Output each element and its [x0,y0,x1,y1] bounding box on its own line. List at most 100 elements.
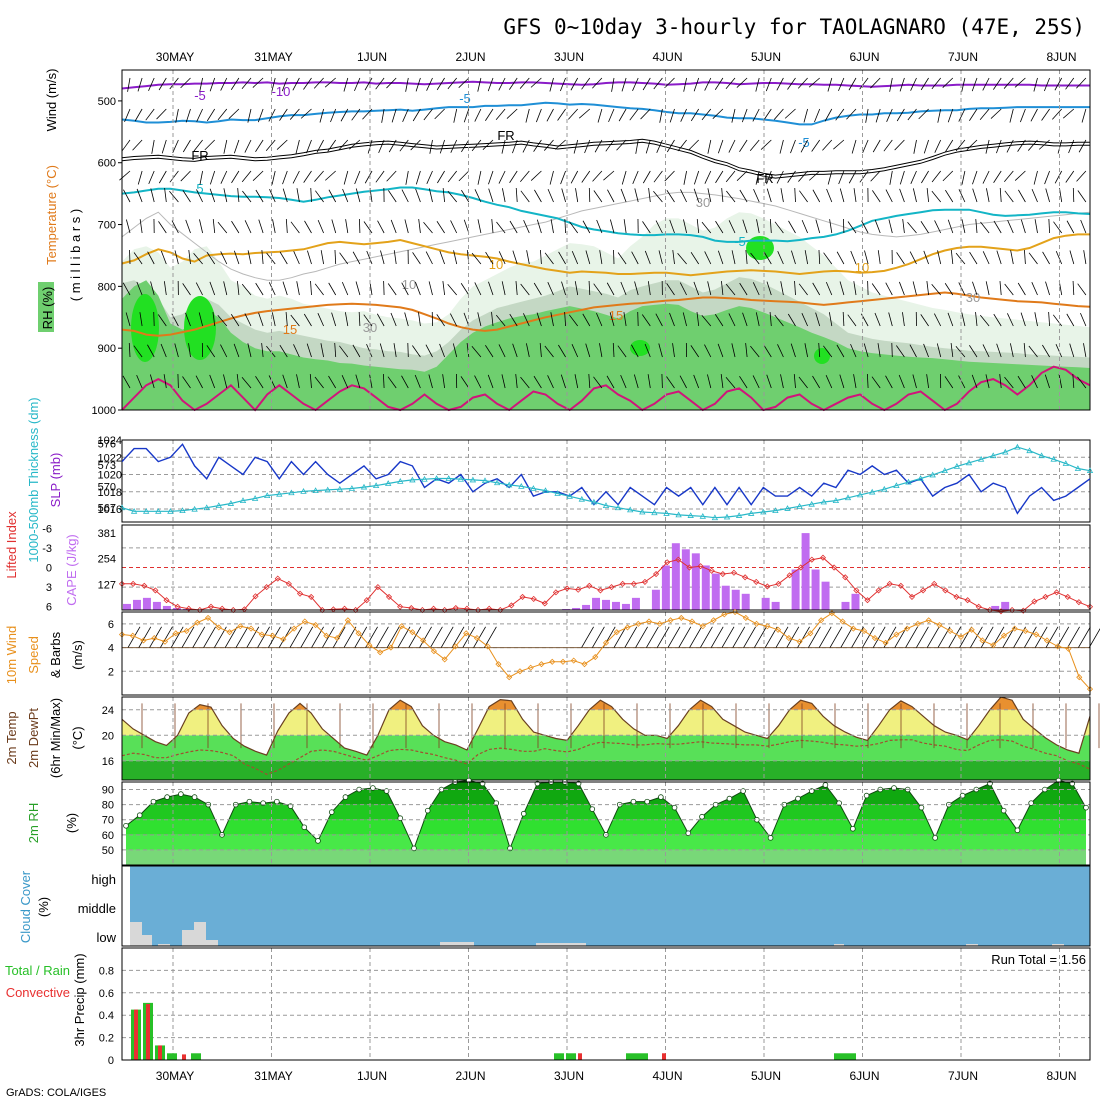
cape-bar [991,605,1000,610]
wind-barb [937,108,942,123]
wind-barb [894,139,905,151]
wind-barb [330,108,337,123]
wind-barb [233,139,240,154]
wind-barb [732,626,746,648]
wind-barb [961,219,966,234]
wind-barb [241,377,252,389]
wind-barb [428,281,433,296]
wind-barb [554,139,566,150]
cloud-low-bar [182,930,194,946]
wind-barb [339,345,349,358]
wind-barb [491,219,494,234]
wind-barb [786,626,800,648]
wind-barb [982,344,990,358]
wind-barb [560,170,566,185]
thickness-marker [288,489,295,496]
date-label-top: 7JUN [948,50,978,64]
wind-barb [352,251,361,265]
wind-marker [1054,643,1061,650]
thickness-marker [360,483,368,490]
wind-barb [942,170,954,182]
li-marker [263,584,270,591]
wind-barb [439,250,445,265]
rh-marker [164,794,170,800]
rh-marker [246,798,253,805]
thickness-marker [893,482,900,489]
wind-barb [450,139,458,153]
wind-marker [861,627,868,635]
precip-tick: 0 [108,1055,114,1067]
wind-barb [230,314,240,327]
li-marker [508,602,515,609]
wind-barb [474,375,482,389]
cloud-low-bar [536,943,586,946]
wind-barb [415,188,421,203]
wind-marker [334,635,341,642]
wind-barb [701,221,712,234]
li-marker [942,587,949,594]
wind-barb [1056,626,1070,648]
cape-bar [701,565,710,610]
cape-bar [821,581,830,610]
wind-barb [512,250,518,265]
cape-tick: 127 [98,579,116,591]
wind-barb [506,108,518,119]
wind-barb [325,170,336,181]
wind-barb [303,77,312,90]
wind-barb [1042,251,1050,265]
wind-barb [680,108,687,122]
wind-barb [812,189,821,203]
wind-marker [968,626,975,633]
wind-marker [161,638,169,645]
wind-barb [366,343,373,358]
li-marker [608,584,615,591]
wind-barb [982,77,990,91]
wind-barb [293,344,300,358]
upper-ylabel-mb: ( m i l l i b a r s ) [68,209,83,301]
wind-barb [474,108,482,122]
cape-bar [152,601,161,610]
wind-marker [764,623,771,630]
wind-barb [798,170,808,182]
wind-barb [827,170,833,185]
wind-marker [602,639,610,646]
wind-barb [596,219,603,234]
wind-barb [573,139,579,154]
wind-barb [898,374,905,389]
wind-barb [970,626,983,648]
wind-barb [950,250,954,265]
wind-barb [955,252,966,265]
wind-barb [160,250,167,265]
wind-barb [804,250,808,265]
wind-barb [578,108,591,119]
wind-barb [188,250,191,265]
wind-tick: 4 [108,643,114,655]
wind-barb [680,189,687,203]
wind-barb [303,170,312,183]
wind-barb [945,139,954,153]
wind-barb [328,282,337,296]
wind-barb [523,220,530,234]
wind-barb [969,251,978,265]
wind-barb [704,251,712,265]
wind-barb [631,344,639,358]
wind-barb [568,314,579,327]
wind-barb [364,170,373,184]
wind-marker [441,656,448,663]
wind-barb [1077,283,1087,296]
wind-barb [536,312,542,327]
wind-barb [666,376,675,389]
thickness-marker [457,475,464,482]
wind-barb [405,77,409,92]
slp-tick: 1018 [98,487,122,499]
wind-barb [839,188,845,203]
precip-total-bar [167,1053,177,1060]
wind-barb [364,77,373,91]
wind-barb [442,188,445,203]
wind-barb [317,219,324,234]
wind-barb [575,188,579,203]
wind-barb [871,283,881,296]
thickness-marker [808,500,815,507]
wind-barb [1052,108,1062,120]
cape-bar [1001,601,1010,610]
